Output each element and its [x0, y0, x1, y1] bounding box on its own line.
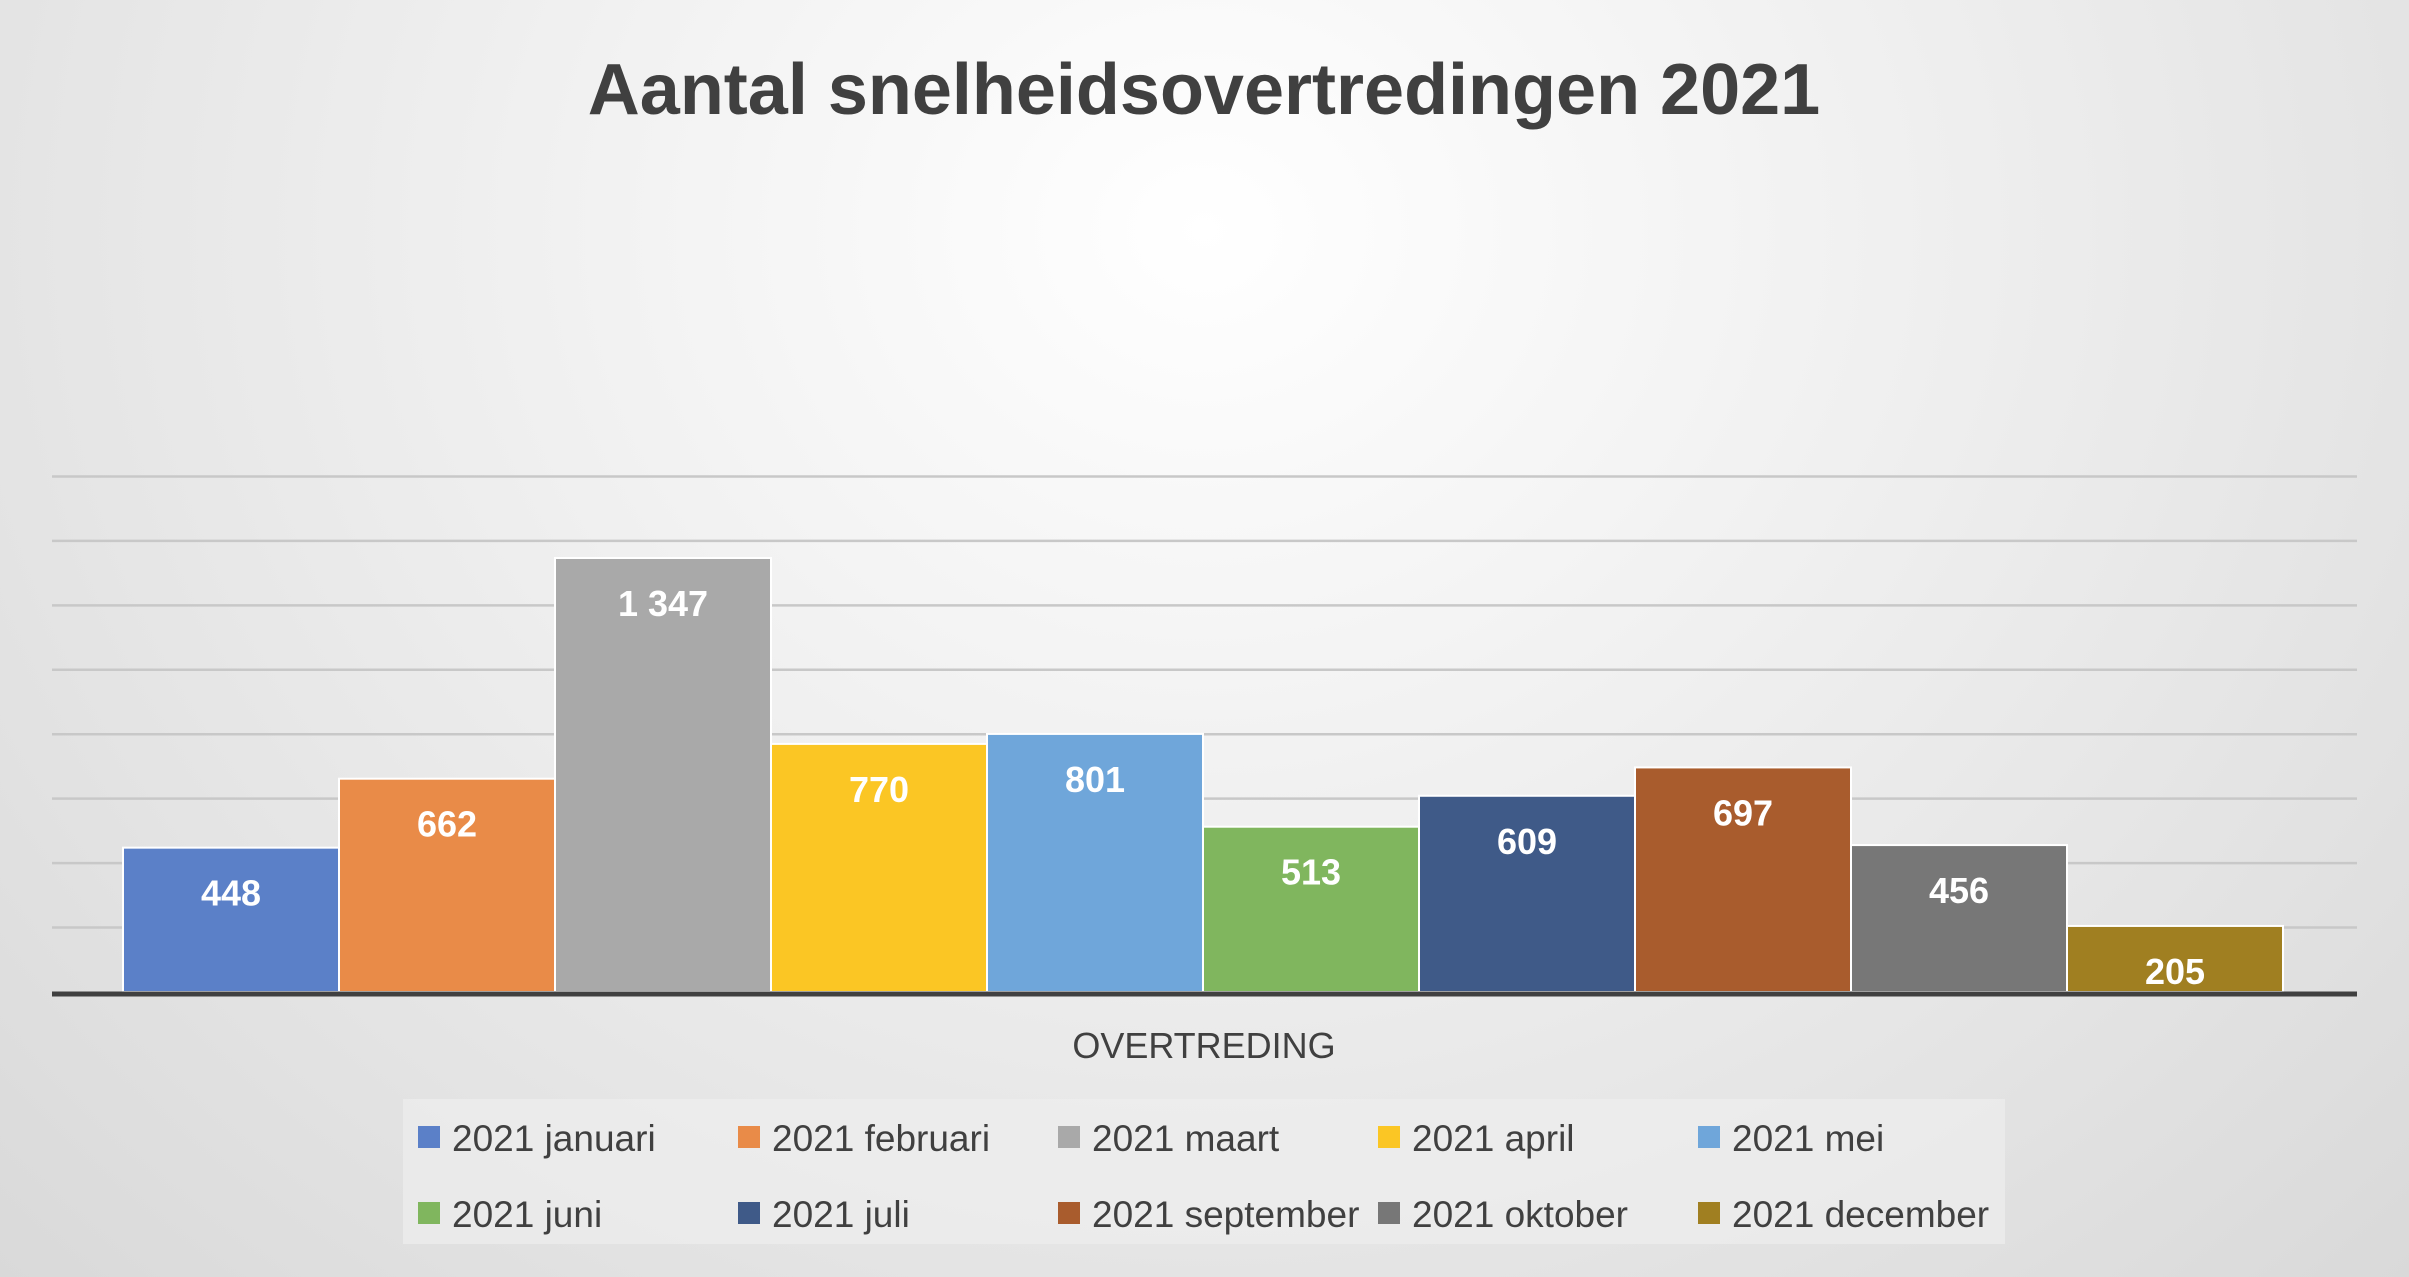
legend-swatch	[1058, 1202, 1080, 1224]
data-label: 456	[1929, 870, 1989, 911]
data-label: 697	[1713, 792, 1773, 833]
bar	[1634, 766, 1852, 993]
legend-label: 2021 februari	[772, 1118, 990, 1159]
data-label: 609	[1497, 821, 1557, 862]
legend-label: 2021 december	[1732, 1194, 1989, 1235]
bars	[122, 556, 2284, 994]
x-axis-title: OVERTREDING	[1072, 1025, 1335, 1066]
bar	[2066, 924, 2284, 993]
legend-background	[403, 1099, 2005, 1244]
legend-label: 2021 mei	[1732, 1118, 1884, 1159]
bar	[122, 846, 340, 994]
legend-swatch	[1378, 1126, 1400, 1148]
bar	[554, 556, 772, 993]
legend-label: 2021 oktober	[1412, 1194, 1628, 1235]
data-label: 801	[1065, 759, 1125, 800]
bar	[770, 742, 988, 993]
legend-swatch	[738, 1126, 760, 1148]
legend-label: 2021 april	[1412, 1118, 1575, 1159]
legend-swatch	[418, 1126, 440, 1148]
legend-label: 2021 juni	[452, 1194, 602, 1235]
data-label: 662	[417, 804, 477, 845]
data-label: 513	[1281, 852, 1341, 893]
data-label: 1 347	[618, 583, 708, 624]
bar	[1418, 794, 1636, 994]
legend-label: 2021 maart	[1092, 1118, 1280, 1159]
legend-swatch	[1698, 1202, 1720, 1224]
bar	[338, 777, 556, 994]
data-label: 448	[201, 873, 261, 914]
data-label: 205	[2145, 951, 2205, 992]
chart-title: Aantal snelheidsovertredingen 2021	[588, 50, 1820, 130]
legend: 2021 januari 2021 februari 2021 maart 2021 …	[403, 1099, 2005, 1244]
legend-swatch	[1378, 1202, 1400, 1224]
legend-swatch	[1698, 1126, 1720, 1148]
legend-label: 2021 juli	[772, 1194, 910, 1235]
legend-items: 2021 januari 2021 februari 2021 maart 2021 …	[418, 1118, 1989, 1235]
data-label: 770	[849, 769, 909, 810]
legend-label: 2021 januari	[452, 1118, 656, 1159]
legend-swatch	[1058, 1126, 1080, 1148]
data-labels: 448 662 1 347 770 801 513 609 697 456 205	[201, 583, 2205, 992]
legend-swatch	[418, 1202, 440, 1224]
bar	[1850, 844, 2068, 993]
legend-swatch	[738, 1202, 760, 1224]
legend-label: 2021 september	[1092, 1194, 1359, 1235]
